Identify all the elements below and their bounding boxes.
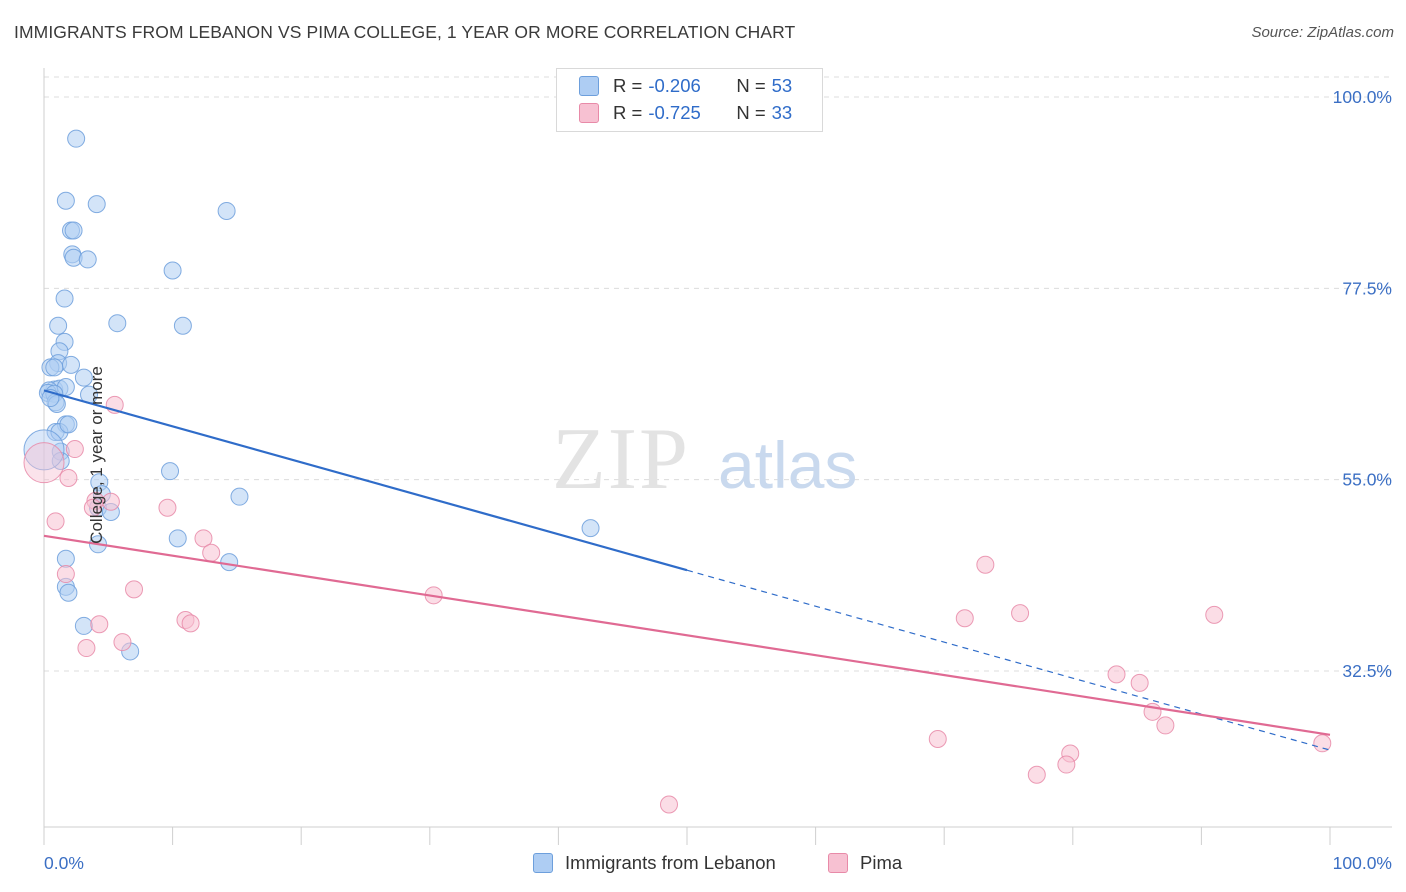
point-lebanon: [23, 429, 65, 471]
legend-n-value: 33: [771, 102, 793, 123]
legend-swatch-pima: [579, 103, 599, 123]
chart-title: IMMIGRANTS FROM LEBANON VS PIMA COLLEGE,…: [14, 22, 796, 42]
point-pima: [1205, 605, 1224, 624]
point-lebanon: [168, 529, 187, 548]
y-tick-label: 100.0%: [1333, 87, 1392, 107]
point-pima: [1313, 734, 1332, 753]
chart-source: Source: ZipAtlas.com: [1251, 24, 1394, 41]
legend-item-pima[interactable]: Pima: [828, 852, 902, 874]
point-pima: [46, 512, 65, 531]
point-pima: [23, 442, 65, 484]
y-axis-label: College, 1 year or more: [86, 366, 106, 544]
watermark: ZIP atlas: [552, 411, 857, 508]
point-lebanon: [87, 195, 106, 214]
point-lebanon: [230, 487, 249, 506]
grid-lines: [44, 76, 1392, 672]
point-lebanon: [108, 314, 127, 333]
series-lebanon-points: [23, 129, 600, 661]
legend-item-lebanon[interactable]: Immigrants from Lebanon: [533, 852, 776, 874]
point-lebanon: [64, 221, 83, 240]
point-lebanon: [45, 358, 64, 377]
point-pima: [1156, 716, 1175, 735]
point-pima: [976, 555, 995, 574]
axes: [43, 68, 1392, 845]
y-tick-label: 32.5%: [1342, 661, 1392, 681]
point-lebanon: [56, 549, 75, 568]
point-pima: [194, 529, 213, 548]
legend-r-value: -0.206: [648, 75, 701, 96]
point-pima: [1107, 665, 1126, 684]
trend-line-lebanon-extrapolated: [686, 569, 1331, 751]
point-pima: [659, 795, 678, 814]
point-pima: [1027, 765, 1046, 784]
point-pima: [101, 492, 120, 511]
legend-swatch-lebanon: [533, 853, 553, 873]
legend-n-label: N =: [736, 75, 766, 96]
point-pima: [90, 615, 109, 634]
trend-line-pima: [43, 534, 1331, 736]
watermark-atlas: atlas: [718, 428, 857, 502]
legend-row-pima: R = -0.725 N = 33: [579, 102, 792, 124]
point-lebanon: [49, 316, 68, 335]
series-legend: Immigrants from Lebanon Pima: [0, 852, 1406, 876]
legend-row-lebanon: R = -0.206 N = 53: [579, 75, 792, 97]
point-lebanon: [67, 129, 86, 148]
point-lebanon: [220, 553, 239, 572]
y-tick-label: 55.0%: [1342, 470, 1392, 490]
point-lebanon: [59, 415, 78, 434]
point-pima: [125, 580, 144, 599]
correlation-legend: R = -0.206 N = 53 R = -0.725 N = 33: [556, 68, 823, 132]
point-lebanon: [78, 250, 97, 269]
x-tick-label: 0.0%: [44, 853, 84, 873]
point-pima: [59, 468, 78, 487]
series-pima-points: [23, 395, 1332, 814]
legend-swatch-pima: [828, 853, 848, 873]
point-lebanon: [74, 368, 93, 387]
point-pima: [955, 609, 974, 628]
point-pima: [56, 565, 75, 584]
legend-swatch-lebanon: [579, 76, 599, 96]
trend-lines: [43, 389, 1331, 751]
legend-r-value: -0.725: [648, 102, 701, 123]
legend-r-label: R =: [613, 75, 643, 96]
tick-labels: 100.0% 77.5% 55.0% 32.5% 0.0% 100.0%: [44, 87, 1392, 873]
trend-line-lebanon: [43, 389, 688, 572]
point-lebanon: [581, 519, 600, 538]
point-lebanon: [55, 289, 74, 308]
point-lebanon: [161, 462, 180, 481]
legend-label-pima: Pima: [860, 852, 903, 873]
point-pima: [181, 614, 200, 633]
point-pima: [1011, 604, 1030, 623]
point-lebanon: [217, 201, 236, 220]
point-pima: [202, 543, 221, 562]
point-pima: [83, 498, 102, 517]
point-lebanon: [56, 191, 75, 210]
point-pima: [1057, 755, 1076, 774]
point-pima: [928, 730, 947, 749]
watermark-zip: ZIP: [552, 411, 690, 508]
point-lebanon: [173, 316, 192, 335]
point-lebanon: [59, 583, 78, 602]
legend-n-value: 53: [771, 75, 793, 96]
point-pima: [77, 639, 96, 658]
point-pima: [1130, 673, 1149, 692]
point-pima: [113, 633, 132, 652]
point-pima: [158, 498, 177, 517]
point-lebanon: [62, 355, 81, 374]
legend-label-lebanon: Immigrants from Lebanon: [565, 852, 776, 873]
point-pima: [65, 440, 84, 459]
legend-r-label: R =: [613, 102, 643, 123]
legend-n-label: N =: [736, 102, 766, 123]
point-lebanon: [163, 261, 182, 280]
y-tick-label: 77.5%: [1342, 278, 1392, 298]
point-lebanon: [74, 616, 93, 635]
x-tick-label: 100.0%: [1333, 853, 1392, 873]
